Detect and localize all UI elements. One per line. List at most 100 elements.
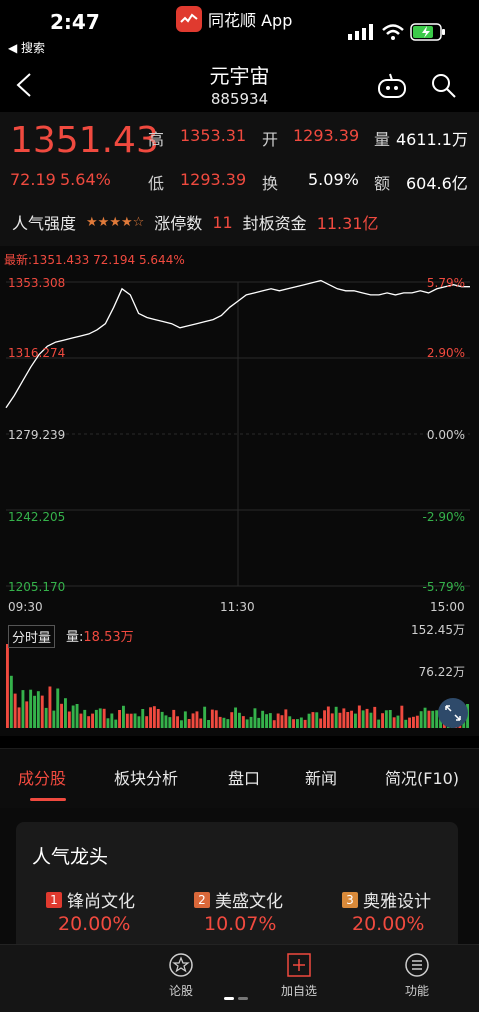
- volume-bar: [361, 710, 365, 728]
- volume-bar: [257, 717, 261, 728]
- volume-bar: [299, 717, 303, 728]
- app-logo-icon: [176, 6, 202, 32]
- volume-bar: [149, 707, 152, 728]
- price-change-pct: 5.64%: [60, 170, 111, 189]
- volume-bar: [435, 710, 439, 728]
- low-value: 1293.39: [180, 170, 247, 189]
- search-icon[interactable]: [430, 72, 458, 100]
- volume-bar: [168, 717, 172, 728]
- y-left-label: 1279.239: [8, 428, 66, 442]
- volume-bar: [180, 720, 183, 728]
- tab-news[interactable]: 新闻: [305, 769, 338, 788]
- volume-bar: [357, 705, 361, 728]
- stock-code: 885934: [210, 90, 269, 108]
- volume-bar: [36, 691, 40, 728]
- add-watchlist-button[interactable]: 加自选: [264, 952, 334, 999]
- bottom-toolbar: [0, 944, 479, 1012]
- time-tick: 11:30: [220, 600, 255, 614]
- volume-bar: [292, 719, 295, 728]
- volume-bar: [234, 707, 237, 728]
- volume-bar: [29, 689, 33, 728]
- volume-bar: [40, 695, 44, 728]
- volume-bar: [319, 718, 323, 728]
- volume-bar: [44, 707, 48, 728]
- volume-bar: [106, 718, 110, 728]
- expand-chart-button[interactable]: [438, 698, 468, 728]
- volume-bar: [114, 719, 118, 728]
- volume-tab[interactable]: 分时量: [8, 625, 56, 648]
- comment-button[interactable]: 论股: [146, 952, 216, 999]
- chart-canvas: [5, 279, 470, 728]
- volume-bar: [296, 719, 299, 728]
- functions-button[interactable]: 功能: [382, 952, 452, 999]
- rank-badge: 3: [342, 891, 358, 908]
- leader-pct: 20.00%: [352, 913, 425, 935]
- volume-bar: [133, 713, 137, 728]
- back-to-search-link[interactable]: ◀ 搜索: [8, 41, 46, 55]
- intraday-chart[interactable]: [0, 246, 479, 736]
- volume-readout-prefix: 量:: [66, 630, 84, 645]
- amount-label: 额: [374, 174, 391, 193]
- limit-up-label: 涨停数: [154, 214, 203, 233]
- volume-bar: [342, 708, 346, 728]
- robot-assistant-icon[interactable]: [376, 72, 408, 100]
- volume-value: 4611.1万: [396, 130, 468, 149]
- volume-bar: [334, 706, 338, 728]
- tab-profile[interactable]: 简况(F10): [385, 769, 460, 788]
- volume-readout: 量:18.53万: [66, 626, 134, 645]
- price-line: [5, 279, 470, 409]
- open-value: 1293.39: [293, 126, 360, 145]
- volume-bar: [9, 675, 13, 728]
- tab-sector-analysis[interactable]: 板块分析: [114, 769, 179, 788]
- back-chevron-icon[interactable]: [14, 72, 36, 98]
- leader-item[interactable]: 3 奥雅设计: [342, 887, 431, 912]
- y-right-label: -5.79%: [422, 580, 465, 594]
- volume-bar: [210, 709, 214, 728]
- volume-bar: [164, 715, 168, 728]
- volume-bar: [276, 713, 280, 728]
- leader-pct: 20.00%: [58, 913, 131, 935]
- chart-info-latest: 1351.433: [32, 253, 90, 267]
- chart-info-pct: 5.644%: [138, 253, 185, 267]
- y-right-label: -2.90%: [422, 510, 465, 524]
- popularity-label: 人气强度: [12, 214, 77, 233]
- volume-bar: [33, 695, 36, 728]
- volume-bar: [156, 709, 160, 728]
- volume-bar: [52, 710, 56, 728]
- volume-bar: [265, 714, 268, 728]
- volume-bar: [87, 716, 91, 728]
- volume-bar: [288, 716, 292, 728]
- open-label: 开: [262, 130, 279, 149]
- volume-bar: [222, 717, 226, 728]
- volume-bar: [145, 716, 149, 728]
- volume-bar: [122, 705, 125, 728]
- volume-bar: [423, 707, 427, 728]
- volume-bar: [6, 644, 9, 728]
- current-price: 1351.43: [10, 120, 159, 161]
- volume-bar: [249, 716, 253, 728]
- page-title: 元宇宙: [209, 64, 270, 88]
- volume-bar: [323, 710, 326, 728]
- volume-bar: [187, 719, 191, 728]
- y-left-label: 1242.205: [8, 510, 66, 524]
- seal-fund-label: 封板资金: [242, 214, 307, 233]
- leader-name: 锋尚文化: [67, 892, 135, 912]
- time-tick: 15:00: [430, 600, 465, 614]
- page-dot: [238, 997, 248, 1000]
- leader-item[interactable]: 1 锋尚文化: [46, 887, 135, 912]
- volume-bar: [415, 715, 419, 728]
- volume-bar: [408, 717, 411, 728]
- app-name: 同花顺 App: [208, 11, 293, 30]
- tab-order-book[interactable]: 盘口: [228, 769, 261, 788]
- volume-bar: [67, 711, 71, 728]
- volume-bar: [137, 716, 141, 728]
- volume-bar: [218, 716, 222, 728]
- volume-bar: [94, 709, 98, 728]
- quote-panel: [0, 112, 479, 246]
- volume-bar: [280, 715, 284, 728]
- turnover-value: 5.09%: [308, 170, 359, 189]
- tab-constituents[interactable]: 成分股: [18, 769, 67, 788]
- leader-item[interactable]: 2 美盛文化: [194, 887, 283, 912]
- volume-bar: [48, 686, 52, 728]
- volume-bar: [203, 706, 207, 728]
